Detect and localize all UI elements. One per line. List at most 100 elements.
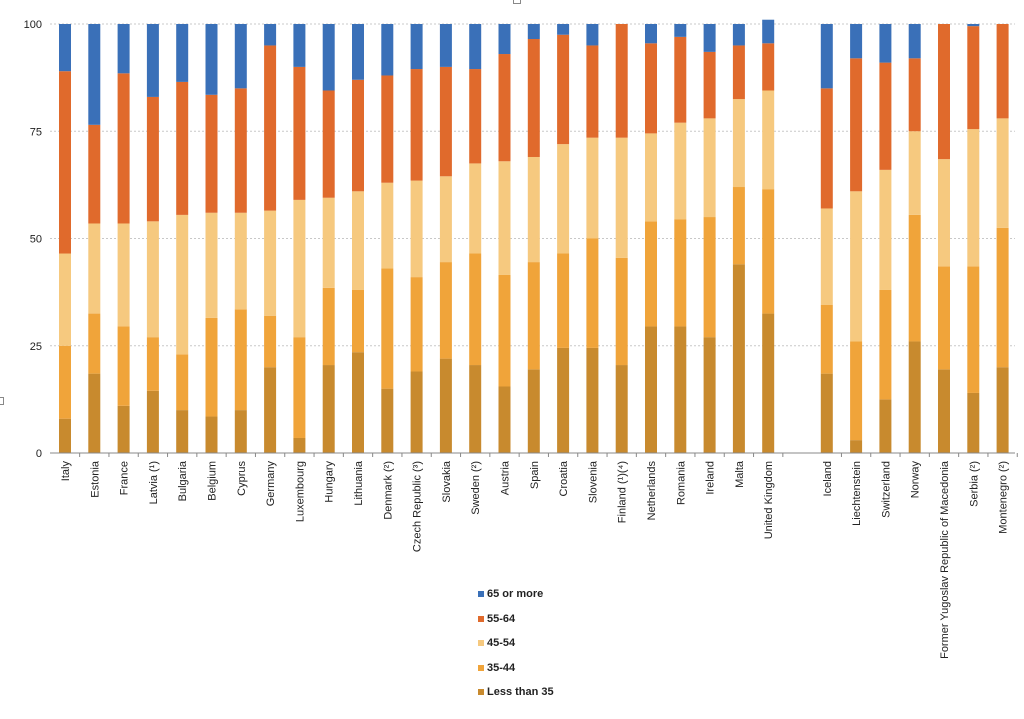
bar-segment xyxy=(176,81,189,215)
bar-segment xyxy=(293,66,306,200)
bar-segment xyxy=(381,388,394,453)
bar-segment xyxy=(322,197,335,288)
bar-segment xyxy=(762,189,775,314)
bar-segment xyxy=(557,253,570,348)
bar-segment xyxy=(234,410,247,453)
bar-segment xyxy=(498,54,511,162)
bar-segment xyxy=(439,358,452,453)
bar-segment xyxy=(205,24,218,95)
bar-segment xyxy=(498,24,511,55)
legend-item: 55-64 xyxy=(478,607,678,632)
bar-segment xyxy=(146,96,159,222)
legend-label: 35-44 xyxy=(487,661,516,674)
bar-segment xyxy=(234,212,247,310)
bar-segment xyxy=(938,24,950,160)
bar-segment xyxy=(879,24,892,63)
bar-segment xyxy=(117,405,130,453)
bar-segment xyxy=(498,386,511,453)
bar-segment xyxy=(527,262,540,370)
bar-segment xyxy=(176,214,189,355)
legend-label: Less than 35 xyxy=(487,686,554,699)
bar-segment xyxy=(557,144,570,254)
legend-label: 55-64 xyxy=(487,612,516,625)
bar-segment xyxy=(264,45,277,211)
legend: 65 or more 55-64 45-54 35-44 Less than 3… xyxy=(478,582,678,705)
x-tick-label: Ireland xyxy=(705,461,717,495)
bar-segment xyxy=(59,253,71,346)
y-tick-label: 100 xyxy=(24,19,42,31)
legend-swatch-45-54 xyxy=(478,640,484,647)
bar-segment xyxy=(469,69,482,164)
bar-segment xyxy=(146,221,159,338)
bar-segment xyxy=(146,390,159,453)
bar-segment xyxy=(88,373,101,453)
x-tick-label: Lithuania xyxy=(353,460,365,506)
x-tick-label: Serbia (²) xyxy=(968,461,980,507)
x-tick-label: Slovakia xyxy=(441,460,453,502)
bar-segment xyxy=(762,90,775,190)
bar-segment xyxy=(674,219,687,327)
bar-segment xyxy=(352,289,364,353)
bar-segment xyxy=(527,24,540,40)
bar-segment xyxy=(176,24,189,82)
bar-segment xyxy=(820,24,833,89)
bar-segment xyxy=(410,371,423,453)
bar-segment xyxy=(732,264,745,453)
x-tick-label: Hungary xyxy=(324,461,336,503)
bar-segment xyxy=(381,182,394,269)
bar-segment xyxy=(908,24,921,59)
bar-segment xyxy=(645,24,657,44)
bar-segment xyxy=(703,51,716,119)
selection-handle-top[interactable] xyxy=(513,0,521,4)
legend-swatch-55-64 xyxy=(478,615,484,622)
bar-segment xyxy=(264,24,277,46)
bar-segment xyxy=(967,24,980,27)
bar-segment xyxy=(410,180,423,278)
bar-segment xyxy=(352,24,364,80)
legend-item: 65 or more xyxy=(478,582,678,607)
legend-swatch-65-or-more xyxy=(478,591,484,598)
bar-segment xyxy=(498,161,511,275)
bar-segment xyxy=(938,369,950,453)
axes: 0 25 50 75 100 xyxy=(24,19,1018,460)
bar-segment xyxy=(996,118,1009,228)
bar-segment xyxy=(352,79,364,192)
bar-segment xyxy=(527,369,540,453)
bar-segment xyxy=(615,365,628,453)
x-tick-label: Latvia (¹) xyxy=(148,461,160,504)
x-tick-label: Belgium xyxy=(207,461,219,501)
bar-segment xyxy=(967,392,980,453)
selection-handle-left[interactable] xyxy=(0,397,4,405)
bar-segment xyxy=(908,214,921,342)
bar-segment xyxy=(205,94,218,213)
x-tick-label: Spain xyxy=(529,461,541,489)
bar-segment xyxy=(967,266,980,393)
bar-segment xyxy=(674,36,687,123)
bar-segment xyxy=(908,131,921,215)
bar-segment xyxy=(381,75,394,183)
x-tick-label: Norway xyxy=(910,461,922,499)
bar-segment xyxy=(732,45,745,100)
x-tick-label: Estonia xyxy=(89,460,101,498)
bar-segment xyxy=(264,315,277,368)
bar-segment xyxy=(381,268,394,389)
legend-item: Less than 35 xyxy=(478,680,678,705)
bar-segment xyxy=(146,24,159,97)
bar-segment xyxy=(293,24,306,67)
bar-segment xyxy=(322,365,335,453)
bar-segment xyxy=(996,367,1009,453)
bar-segment xyxy=(264,210,277,316)
y-tick-label: 0 xyxy=(36,448,42,460)
bar-segment xyxy=(879,289,892,400)
bar-segment xyxy=(381,24,394,76)
bar-segment xyxy=(586,238,599,348)
bar-segment xyxy=(322,90,335,198)
bar-segment xyxy=(732,24,745,46)
bar-segment xyxy=(59,24,71,72)
bar-segment xyxy=(88,124,101,224)
x-tick-label: Denmark (²) xyxy=(382,461,394,520)
x-tick-label: Bulgaria xyxy=(177,460,189,501)
x-tick-label: Germany xyxy=(265,461,277,507)
bar-segment xyxy=(469,163,482,254)
bar-segment xyxy=(645,43,657,134)
